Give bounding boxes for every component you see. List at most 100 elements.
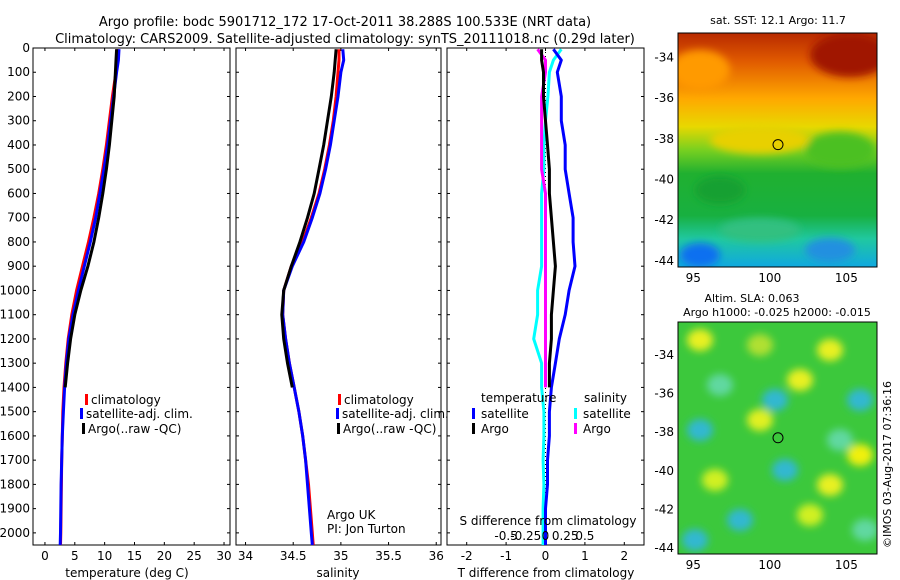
depth-tick-label: 900 bbox=[7, 259, 30, 273]
map-lon-tick: 100 bbox=[758, 271, 781, 285]
depth-tick-label: 1500 bbox=[0, 405, 30, 419]
sla-blob bbox=[772, 459, 798, 481]
s-tick-label: -0.25 bbox=[510, 529, 541, 543]
figure-title-line1: Argo profile: bodc 5901712_172 17-Oct-20… bbox=[99, 15, 591, 30]
series-line-temperature-satellite bbox=[544, 48, 577, 545]
depth-tick-label: 1700 bbox=[0, 453, 30, 467]
legend-label-satellite: satellite-adj. clim. bbox=[86, 407, 193, 421]
sla-blob bbox=[817, 339, 843, 361]
sla-blob bbox=[787, 369, 813, 391]
temperature-xlabel: temperature (deg C) bbox=[65, 566, 188, 580]
profile-curves bbox=[58, 48, 577, 546]
sla-blob bbox=[797, 504, 823, 526]
depth-tick-label: 1900 bbox=[0, 502, 30, 516]
series-line-temperature-argo bbox=[540, 49, 557, 388]
salinity-xlabel: salinity bbox=[316, 566, 359, 580]
s-tick-label: 0.5 bbox=[575, 529, 594, 543]
legend-label-s-satellite: satellite bbox=[583, 407, 631, 421]
map-lon-tick: 105 bbox=[835, 271, 858, 285]
map-lon-tick: 100 bbox=[758, 558, 781, 572]
legend-swatch-climatology bbox=[85, 394, 88, 405]
series-line-satellite bbox=[281, 49, 346, 546]
legend-swatch-satellite bbox=[336, 408, 339, 419]
x-tick-labels: 0 5 10 15 20 25 30 34 34.5 35 35.5 36 -2 -1 0 1 2 -0.5-0.… bbox=[41, 529, 628, 563]
salinity-legend: climatology satellite-adj. clim. Argo(..… bbox=[327, 393, 449, 536]
x-tick-label: 1 bbox=[581, 549, 589, 563]
map-lat-tick: -40 bbox=[654, 173, 674, 187]
depth-tick-label: 200 bbox=[7, 89, 30, 103]
depth-tick-label: 100 bbox=[7, 65, 30, 79]
sla-blob bbox=[827, 429, 853, 451]
depth-tick-label: 400 bbox=[7, 138, 30, 152]
sla-map-title-line1: Altim. SLA: 0.063 bbox=[704, 292, 799, 305]
sla-map bbox=[677, 321, 878, 555]
s-tick-label: -0.5 bbox=[494, 529, 517, 543]
x-tick-label: 34.5 bbox=[280, 549, 307, 563]
depth-tick-label: 1800 bbox=[0, 477, 30, 491]
x-tick-label: 10 bbox=[97, 549, 112, 563]
x-tick-label: 30 bbox=[216, 549, 231, 563]
sla-blob bbox=[852, 519, 877, 541]
sla-blob bbox=[747, 334, 773, 356]
legend-label-t-satellite: satellite bbox=[481, 407, 529, 421]
x-tick-label: 0 bbox=[542, 549, 550, 563]
depth-axis: 0 100 200 300 400 500 600 700 800 900 1000 1100 1200… bbox=[0, 41, 30, 540]
legend-swatch-t-satellite bbox=[472, 408, 475, 419]
legend-swatch-climatology bbox=[338, 394, 341, 405]
x-tick-label: 15 bbox=[127, 549, 142, 563]
legend-label-t-argo: Argo bbox=[481, 422, 509, 436]
sla-blob bbox=[847, 389, 873, 411]
x-tick-label: 35 bbox=[333, 549, 348, 563]
difference-xlabel: T difference from climatology bbox=[457, 566, 635, 580]
legend-swatch-argo bbox=[82, 423, 85, 434]
map-lat-tick: -38 bbox=[654, 425, 674, 439]
depth-tick-label: 800 bbox=[7, 235, 30, 249]
x-tick-label: 2 bbox=[620, 549, 628, 563]
annotation-pi: PI: Jon Turton bbox=[327, 522, 406, 536]
depth-tick-label: 1600 bbox=[0, 429, 30, 443]
x-tick-label: 5 bbox=[71, 549, 79, 563]
sla-blob bbox=[707, 374, 733, 396]
sla-map-title-line2: Argo h1000: -0.025 h2000: -0.015 bbox=[683, 306, 871, 319]
temperature-legend: climatology satellite-adj. clim. Argo(..… bbox=[80, 393, 193, 436]
sla-blob bbox=[817, 474, 843, 496]
temperature-panel bbox=[32, 47, 231, 546]
argo-location-marker bbox=[772, 432, 784, 444]
sla-map-frame bbox=[677, 321, 878, 555]
salinity-panel bbox=[235, 47, 442, 546]
map-lon-tick: 105 bbox=[835, 558, 858, 572]
sst-map-texture bbox=[678, 33, 877, 267]
depth-tick-label: 600 bbox=[7, 186, 30, 200]
map-lat-tick: -44 bbox=[654, 254, 674, 268]
x-tick-label: 35.5 bbox=[375, 549, 402, 563]
series-line-argo bbox=[63, 49, 119, 388]
x-tick-label: 25 bbox=[187, 549, 202, 563]
depth-tick-label: 1400 bbox=[0, 380, 30, 394]
legend-label-s-argo: Argo bbox=[583, 422, 611, 436]
legend-swatch-satellite bbox=[80, 408, 83, 419]
sla-blob bbox=[682, 529, 708, 551]
s-tick-label: 0 bbox=[542, 529, 550, 543]
depth-tick-label: 300 bbox=[7, 114, 30, 128]
legend-label-climatology: climatology bbox=[91, 393, 161, 407]
legend-title-temperature: temperature bbox=[481, 391, 556, 405]
sla-blob bbox=[747, 409, 773, 431]
sst-map bbox=[677, 32, 878, 268]
sst-map-title: sat. SST: 12.1 Argo: 11.7 bbox=[710, 14, 846, 27]
map-lat-tick: -36 bbox=[654, 91, 674, 105]
imos-credit: ©IMOS 03-Aug-2017 07:36:16 bbox=[881, 381, 894, 548]
x-tick-label: -1 bbox=[500, 549, 512, 563]
argo-location-marker bbox=[772, 139, 784, 151]
difference-legend: temperature salinity satellite Argo sate… bbox=[472, 391, 631, 436]
depth-tick-label: 1000 bbox=[0, 283, 30, 297]
legend-label-satellite: satellite-adj. clim. bbox=[342, 407, 449, 421]
legend-swatch-s-satellite bbox=[574, 408, 577, 419]
legend-label-argo: Argo(..raw -QC) bbox=[343, 422, 436, 436]
map-lat-tick: -44 bbox=[654, 541, 674, 555]
depth-tick-label: 1100 bbox=[0, 308, 30, 322]
map-lat-tick: -36 bbox=[654, 387, 674, 401]
legend-label-climatology: climatology bbox=[344, 393, 414, 407]
x-tick-label: 36 bbox=[429, 549, 444, 563]
